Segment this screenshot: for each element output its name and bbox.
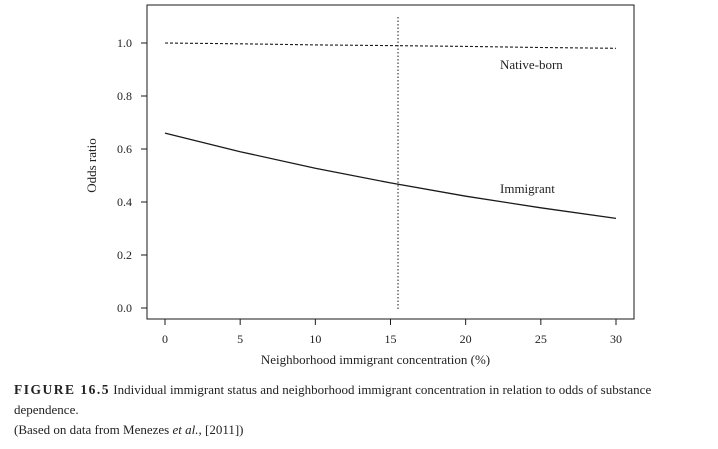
source-italic: et al., [172,422,202,437]
source-prefix: (Based on data from Menezes [14,422,173,437]
series-labels: Native-born Immigrant [500,57,563,196]
caption-text: Individual immigrant status and neighbor… [14,382,652,417]
figure-label: FIGURE 16.5 [14,382,111,397]
y-tick-label: 0.6 [117,142,132,156]
odds-ratio-chart: 0 5 10 15 20 25 30 0.0 0.2 0.4 0.6 0.8 1.0 Native-b… [84,4,635,367]
series-group [164,42,617,220]
plot-frame [146,4,635,320]
series-line-native-born [164,42,617,49]
series-line-immigrant [164,132,617,220]
caption-source: (Based on data from Menezes et al., [201… [14,420,708,440]
x-tick-label: 0 [162,332,168,346]
series-label: Immigrant [500,181,555,196]
x-tick-label: 20 [460,332,472,346]
x-axis-title: Neighborhood immigrant concentration (%) [261,352,490,367]
x-tick-label: 30 [610,332,622,346]
y-tick-label: 1.0 [117,36,132,50]
source-suffix: [2011]) [201,422,244,437]
figure-caption: FIGURE 16.5 Individual immigrant status … [14,380,708,440]
x-axis: 0 5 10 15 20 25 30 [162,319,622,346]
series-label: Native-born [500,57,563,72]
y-axis: 0.0 0.2 0.4 0.6 0.8 1.0 [117,36,147,315]
x-tick-label: 10 [309,332,321,346]
y-axis-title: Odds ratio [84,138,99,193]
x-tick-label: 15 [385,332,397,346]
y-tick-label: 0.2 [117,248,132,262]
x-tick-label: 25 [535,332,547,346]
y-tick-label: 0.0 [117,301,132,315]
y-tick-label: 0.8 [117,89,132,103]
x-tick-label: 5 [237,332,243,346]
y-tick-label: 0.4 [117,195,132,209]
